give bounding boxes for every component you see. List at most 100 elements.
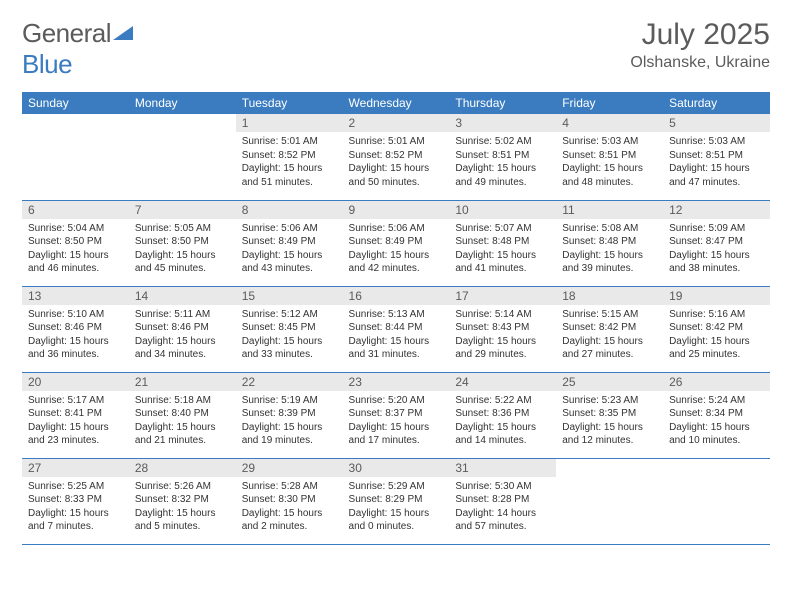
day-number: 20 bbox=[22, 373, 129, 391]
daylight-text-1: Daylight: 15 hours bbox=[349, 507, 444, 521]
daylight-text-2: and 10 minutes. bbox=[669, 434, 764, 448]
calendar-cell: 11Sunrise: 5:08 AMSunset: 8:48 PMDayligh… bbox=[556, 200, 663, 286]
sunrise-text: Sunrise: 5:18 AM bbox=[135, 394, 230, 408]
month-title: July 2025 bbox=[630, 18, 770, 52]
calendar-cell: 9Sunrise: 5:06 AMSunset: 8:49 PMDaylight… bbox=[343, 200, 450, 286]
calendar-cell: 1Sunrise: 5:01 AMSunset: 8:52 PMDaylight… bbox=[236, 114, 343, 200]
sunrise-text: Sunrise: 5:03 AM bbox=[669, 135, 764, 149]
calendar-cell bbox=[556, 458, 663, 544]
sunset-text: Sunset: 8:46 PM bbox=[135, 321, 230, 335]
weekday-header: Wednesday bbox=[343, 92, 450, 114]
daylight-text-2: and 42 minutes. bbox=[349, 262, 444, 276]
sunrise-text: Sunrise: 5:23 AM bbox=[562, 394, 657, 408]
weekday-header: Tuesday bbox=[236, 92, 343, 114]
sunset-text: Sunset: 8:49 PM bbox=[349, 235, 444, 249]
day-body: Sunrise: 5:15 AMSunset: 8:42 PMDaylight:… bbox=[556, 305, 663, 366]
daylight-text-2: and 17 minutes. bbox=[349, 434, 444, 448]
calendar-cell: 14Sunrise: 5:11 AMSunset: 8:46 PMDayligh… bbox=[129, 286, 236, 372]
daylight-text-2: and 49 minutes. bbox=[455, 176, 550, 190]
sunrise-text: Sunrise: 5:22 AM bbox=[455, 394, 550, 408]
day-number: 19 bbox=[663, 287, 770, 305]
sunrise-text: Sunrise: 5:14 AM bbox=[455, 308, 550, 322]
day-number: 8 bbox=[236, 201, 343, 219]
day-number: 10 bbox=[449, 201, 556, 219]
daylight-text-1: Daylight: 15 hours bbox=[242, 162, 337, 176]
calendar-head: SundayMondayTuesdayWednesdayThursdayFrid… bbox=[22, 92, 770, 114]
sunset-text: Sunset: 8:42 PM bbox=[669, 321, 764, 335]
sunset-text: Sunset: 8:51 PM bbox=[455, 149, 550, 163]
sunset-text: Sunset: 8:41 PM bbox=[28, 407, 123, 421]
sunrise-text: Sunrise: 5:06 AM bbox=[242, 222, 337, 236]
daylight-text-2: and 25 minutes. bbox=[669, 348, 764, 362]
calendar-cell: 31Sunrise: 5:30 AMSunset: 8:28 PMDayligh… bbox=[449, 458, 556, 544]
daylight-text-1: Daylight: 15 hours bbox=[562, 335, 657, 349]
daylight-text-1: Daylight: 15 hours bbox=[242, 335, 337, 349]
daylight-text-2: and 19 minutes. bbox=[242, 434, 337, 448]
sunrise-text: Sunrise: 5:01 AM bbox=[242, 135, 337, 149]
sunset-text: Sunset: 8:45 PM bbox=[242, 321, 337, 335]
day-body: Sunrise: 5:18 AMSunset: 8:40 PMDaylight:… bbox=[129, 391, 236, 452]
day-body: Sunrise: 5:24 AMSunset: 8:34 PMDaylight:… bbox=[663, 391, 770, 452]
daylight-text-2: and 57 minutes. bbox=[455, 520, 550, 534]
day-body: Sunrise: 5:11 AMSunset: 8:46 PMDaylight:… bbox=[129, 305, 236, 366]
daylight-text-1: Daylight: 15 hours bbox=[349, 421, 444, 435]
daylight-text-2: and 50 minutes. bbox=[349, 176, 444, 190]
sunset-text: Sunset: 8:35 PM bbox=[562, 407, 657, 421]
sunrise-text: Sunrise: 5:08 AM bbox=[562, 222, 657, 236]
daylight-text-1: Daylight: 15 hours bbox=[242, 507, 337, 521]
day-number: 16 bbox=[343, 287, 450, 305]
sunset-text: Sunset: 8:46 PM bbox=[28, 321, 123, 335]
calendar-row: 27Sunrise: 5:25 AMSunset: 8:33 PMDayligh… bbox=[22, 458, 770, 544]
sunrise-text: Sunrise: 5:24 AM bbox=[669, 394, 764, 408]
sunset-text: Sunset: 8:51 PM bbox=[669, 149, 764, 163]
calendar-cell: 23Sunrise: 5:20 AMSunset: 8:37 PMDayligh… bbox=[343, 372, 450, 458]
weekday-header: Thursday bbox=[449, 92, 556, 114]
calendar-cell bbox=[663, 458, 770, 544]
calendar-cell: 5 Sunrise: 5:03 AMSunset: 8:51 PMDaylight… bbox=[663, 114, 770, 200]
daylight-text-2: and 39 minutes. bbox=[562, 262, 657, 276]
sunset-text: Sunset: 8:32 PM bbox=[135, 493, 230, 507]
sunrise-text: Sunrise: 5:12 AM bbox=[242, 308, 337, 322]
calendar-cell: 24 Sunrise: 5:22 AMSunset: 8:36 PMDayligh… bbox=[449, 372, 556, 458]
daylight-text-2: and 48 minutes. bbox=[562, 176, 657, 190]
sunset-text: Sunset: 8:33 PM bbox=[28, 493, 123, 507]
calendar-row: 20Sunrise: 5:17 AMSunset: 8:41 PMDayligh… bbox=[22, 372, 770, 458]
daylight-text-2: and 2 minutes. bbox=[242, 520, 337, 534]
weekday-header: Sunday bbox=[22, 92, 129, 114]
day-number: 29 bbox=[236, 459, 343, 477]
day-number: 31 bbox=[449, 459, 556, 477]
daylight-text-2: and 7 minutes. bbox=[28, 520, 123, 534]
daylight-text-1: Daylight: 15 hours bbox=[242, 249, 337, 263]
daylight-text-2: and 12 minutes. bbox=[562, 434, 657, 448]
daylight-text-2: and 31 minutes. bbox=[349, 348, 444, 362]
daylight-text-2: and 46 minutes. bbox=[28, 262, 123, 276]
day-number: 3 bbox=[449, 114, 556, 132]
daylight-text-2: and 33 minutes. bbox=[242, 348, 337, 362]
day-body: Sunrise: 5:02 AMSunset: 8:51 PMDaylight:… bbox=[449, 132, 556, 193]
day-body: Sunrise: 5:23 AMSunset: 8:35 PMDaylight:… bbox=[556, 391, 663, 452]
sunset-text: Sunset: 8:51 PM bbox=[562, 149, 657, 163]
sunrise-text: Sunrise: 5:01 AM bbox=[349, 135, 444, 149]
daylight-text-1: Daylight: 15 hours bbox=[135, 249, 230, 263]
daylight-text-1: Daylight: 15 hours bbox=[669, 162, 764, 176]
daylight-text-1: Daylight: 15 hours bbox=[28, 249, 123, 263]
day-number: 5 bbox=[663, 114, 770, 132]
day-body: Sunrise: 5:13 AMSunset: 8:44 PMDaylight:… bbox=[343, 305, 450, 366]
daylight-text-2: and 45 minutes. bbox=[135, 262, 230, 276]
weekday-header: Saturday bbox=[663, 92, 770, 114]
calendar-cell: 2Sunrise: 5:01 AMSunset: 8:52 PMDaylight… bbox=[343, 114, 450, 200]
sunrise-text: Sunrise: 5:16 AM bbox=[669, 308, 764, 322]
day-body: Sunrise: 5:08 AMSunset: 8:48 PMDaylight:… bbox=[556, 219, 663, 280]
calendar-row: 13Sunrise: 5:10 AMSunset: 8:46 PMDayligh… bbox=[22, 286, 770, 372]
calendar-cell: 12Sunrise: 5:09 AMSunset: 8:47 PMDayligh… bbox=[663, 200, 770, 286]
sunset-text: Sunset: 8:30 PM bbox=[242, 493, 337, 507]
calendar-cell: 13Sunrise: 5:10 AMSunset: 8:46 PMDayligh… bbox=[22, 286, 129, 372]
sunrise-text: Sunrise: 5:05 AM bbox=[135, 222, 230, 236]
daylight-text-1: Daylight: 15 hours bbox=[669, 335, 764, 349]
day-number: 24 bbox=[449, 373, 556, 391]
logo-part1: General bbox=[22, 18, 111, 48]
sunset-text: Sunset: 8:36 PM bbox=[455, 407, 550, 421]
daylight-text-2: and 5 minutes. bbox=[135, 520, 230, 534]
day-body: Sunrise: 5:06 AMSunset: 8:49 PMDaylight:… bbox=[343, 219, 450, 280]
daylight-text-1: Daylight: 15 hours bbox=[455, 421, 550, 435]
